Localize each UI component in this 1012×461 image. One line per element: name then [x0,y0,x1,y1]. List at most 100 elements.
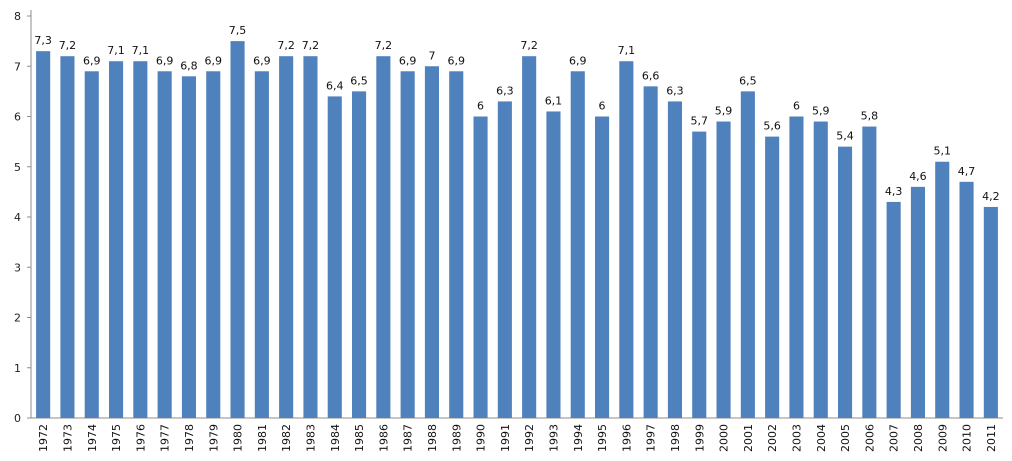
data-label-1999: 5,7 [691,115,709,128]
bars-group [36,41,998,419]
x-tick-label-2008: 2008 [912,424,925,452]
bar-1988 [424,66,439,418]
bar-2001 [740,91,755,418]
data-label-1980: 7,5 [229,24,247,37]
data-label-1993: 6,1 [545,94,563,107]
bar-1982 [279,56,294,418]
data-label-1979: 6,9 [205,54,223,67]
x-tick-label-1985: 1985 [353,424,366,452]
y-axis-ticks: 0 1 2 3 4 5 6 7 8 [14,10,31,425]
bar-2003 [789,116,804,418]
x-tick-label-1994: 1994 [572,424,585,452]
x-tick-label-2009: 2009 [936,424,949,452]
data-label-2003: 6 [793,100,800,113]
data-label-1995: 6 [599,100,606,113]
bar-1981 [254,71,269,419]
data-label-1985: 6,5 [350,74,368,87]
x-tick-label-1999: 1999 [693,424,706,452]
data-label-1973: 7,2 [59,39,77,52]
bar-1972 [36,51,51,419]
data-label-1990: 6 [477,100,484,113]
y-tick-label: 5 [14,161,21,174]
data-label-1982: 7,2 [277,39,295,52]
bar-1986 [376,56,391,418]
data-label-2010: 4,7 [958,165,976,178]
data-label-1998: 6,3 [666,84,684,97]
y-tick-label: 7 [14,60,21,73]
y-tick-label: 6 [14,111,21,124]
data-label-1987: 6,9 [399,54,417,67]
y-tick-label: 1 [14,362,21,375]
data-label-2005: 5,4 [836,130,854,143]
y-tick-label: 4 [14,211,21,224]
bar-1993 [546,111,561,418]
bar-1997 [643,86,658,418]
data-label-1988: 7 [428,49,435,62]
bar-1996 [619,61,634,418]
x-tick-label-1990: 1990 [475,424,488,452]
x-tick-label-1975: 1975 [110,424,123,452]
data-label-2007: 4,3 [885,185,903,198]
data-label-1981: 6,9 [253,54,271,67]
y-tick-label: 3 [14,261,21,274]
bar-1984 [327,96,342,419]
data-label-1989: 6,9 [448,54,466,67]
bar-1985 [352,91,367,418]
x-tick-label-1993: 1993 [547,424,560,452]
bar-1999 [692,131,707,418]
x-axis-labels: 1972 1973 1974 1975 1976 1977 1978 1979 1980 1981… [37,424,998,452]
x-tick-label-1978: 1978 [183,424,196,452]
data-label-2001: 6,5 [739,74,757,87]
x-tick-label-1982: 1982 [280,424,293,452]
bar-1989 [449,71,464,419]
data-label-1996: 7,1 [618,44,636,57]
data-label-1976: 7,1 [132,44,150,57]
x-tick-label-1974: 1974 [86,424,99,452]
data-label-2004: 5,9 [812,105,830,118]
x-tick-label-2000: 2000 [718,424,731,452]
x-tick-label-2011: 2011 [985,424,998,452]
x-tick-label-1980: 1980 [232,424,245,452]
x-tick-label-1973: 1973 [61,424,74,452]
bar-2008 [910,186,925,418]
bar-2005 [838,146,853,418]
bar-1976 [133,61,148,418]
bar-1995 [595,116,610,418]
bar-2006 [862,126,877,419]
x-tick-label-1986: 1986 [377,424,390,452]
bar-1979 [206,71,221,419]
bar-1990 [473,116,488,418]
x-tick-label-2005: 2005 [839,424,852,452]
data-label-1975: 7,1 [107,44,125,57]
bar-1978 [181,76,196,419]
data-label-1977: 6,9 [156,54,174,67]
data-label-2009: 5,1 [934,145,952,158]
bar-2010 [959,181,974,418]
bar-2011 [983,206,998,418]
x-tick-label-1995: 1995 [596,424,609,452]
bar-1987 [400,71,415,419]
data-label-2008: 4,6 [909,170,927,183]
data-label-1972: 7,3 [34,34,52,47]
x-tick-label-1991: 1991 [499,424,512,452]
data-label-1986: 7,2 [375,39,393,52]
bar-1992 [522,56,537,418]
bar-2007 [886,201,901,418]
x-tick-label-2010: 2010 [961,424,974,452]
bar-1977 [157,71,172,419]
bar-2002 [765,136,780,418]
bar-1983 [303,56,318,418]
data-label-1978: 6,8 [180,59,198,72]
bar-2004 [813,121,828,419]
bar-1980 [230,41,245,418]
x-tick-label-1989: 1989 [450,424,463,452]
x-tick-label-2006: 2006 [863,424,876,452]
x-tick-label-1977: 1977 [159,424,172,452]
x-tick-label-2007: 2007 [888,424,901,452]
x-tick-label-1988: 1988 [426,424,439,452]
data-label-1991: 6,3 [496,84,514,97]
x-tick-label-1972: 1972 [37,424,50,452]
data-label-1974: 6,9 [83,54,101,67]
x-tick-label-1987: 1987 [402,424,415,452]
data-label-2011: 4,2 [982,190,1000,203]
